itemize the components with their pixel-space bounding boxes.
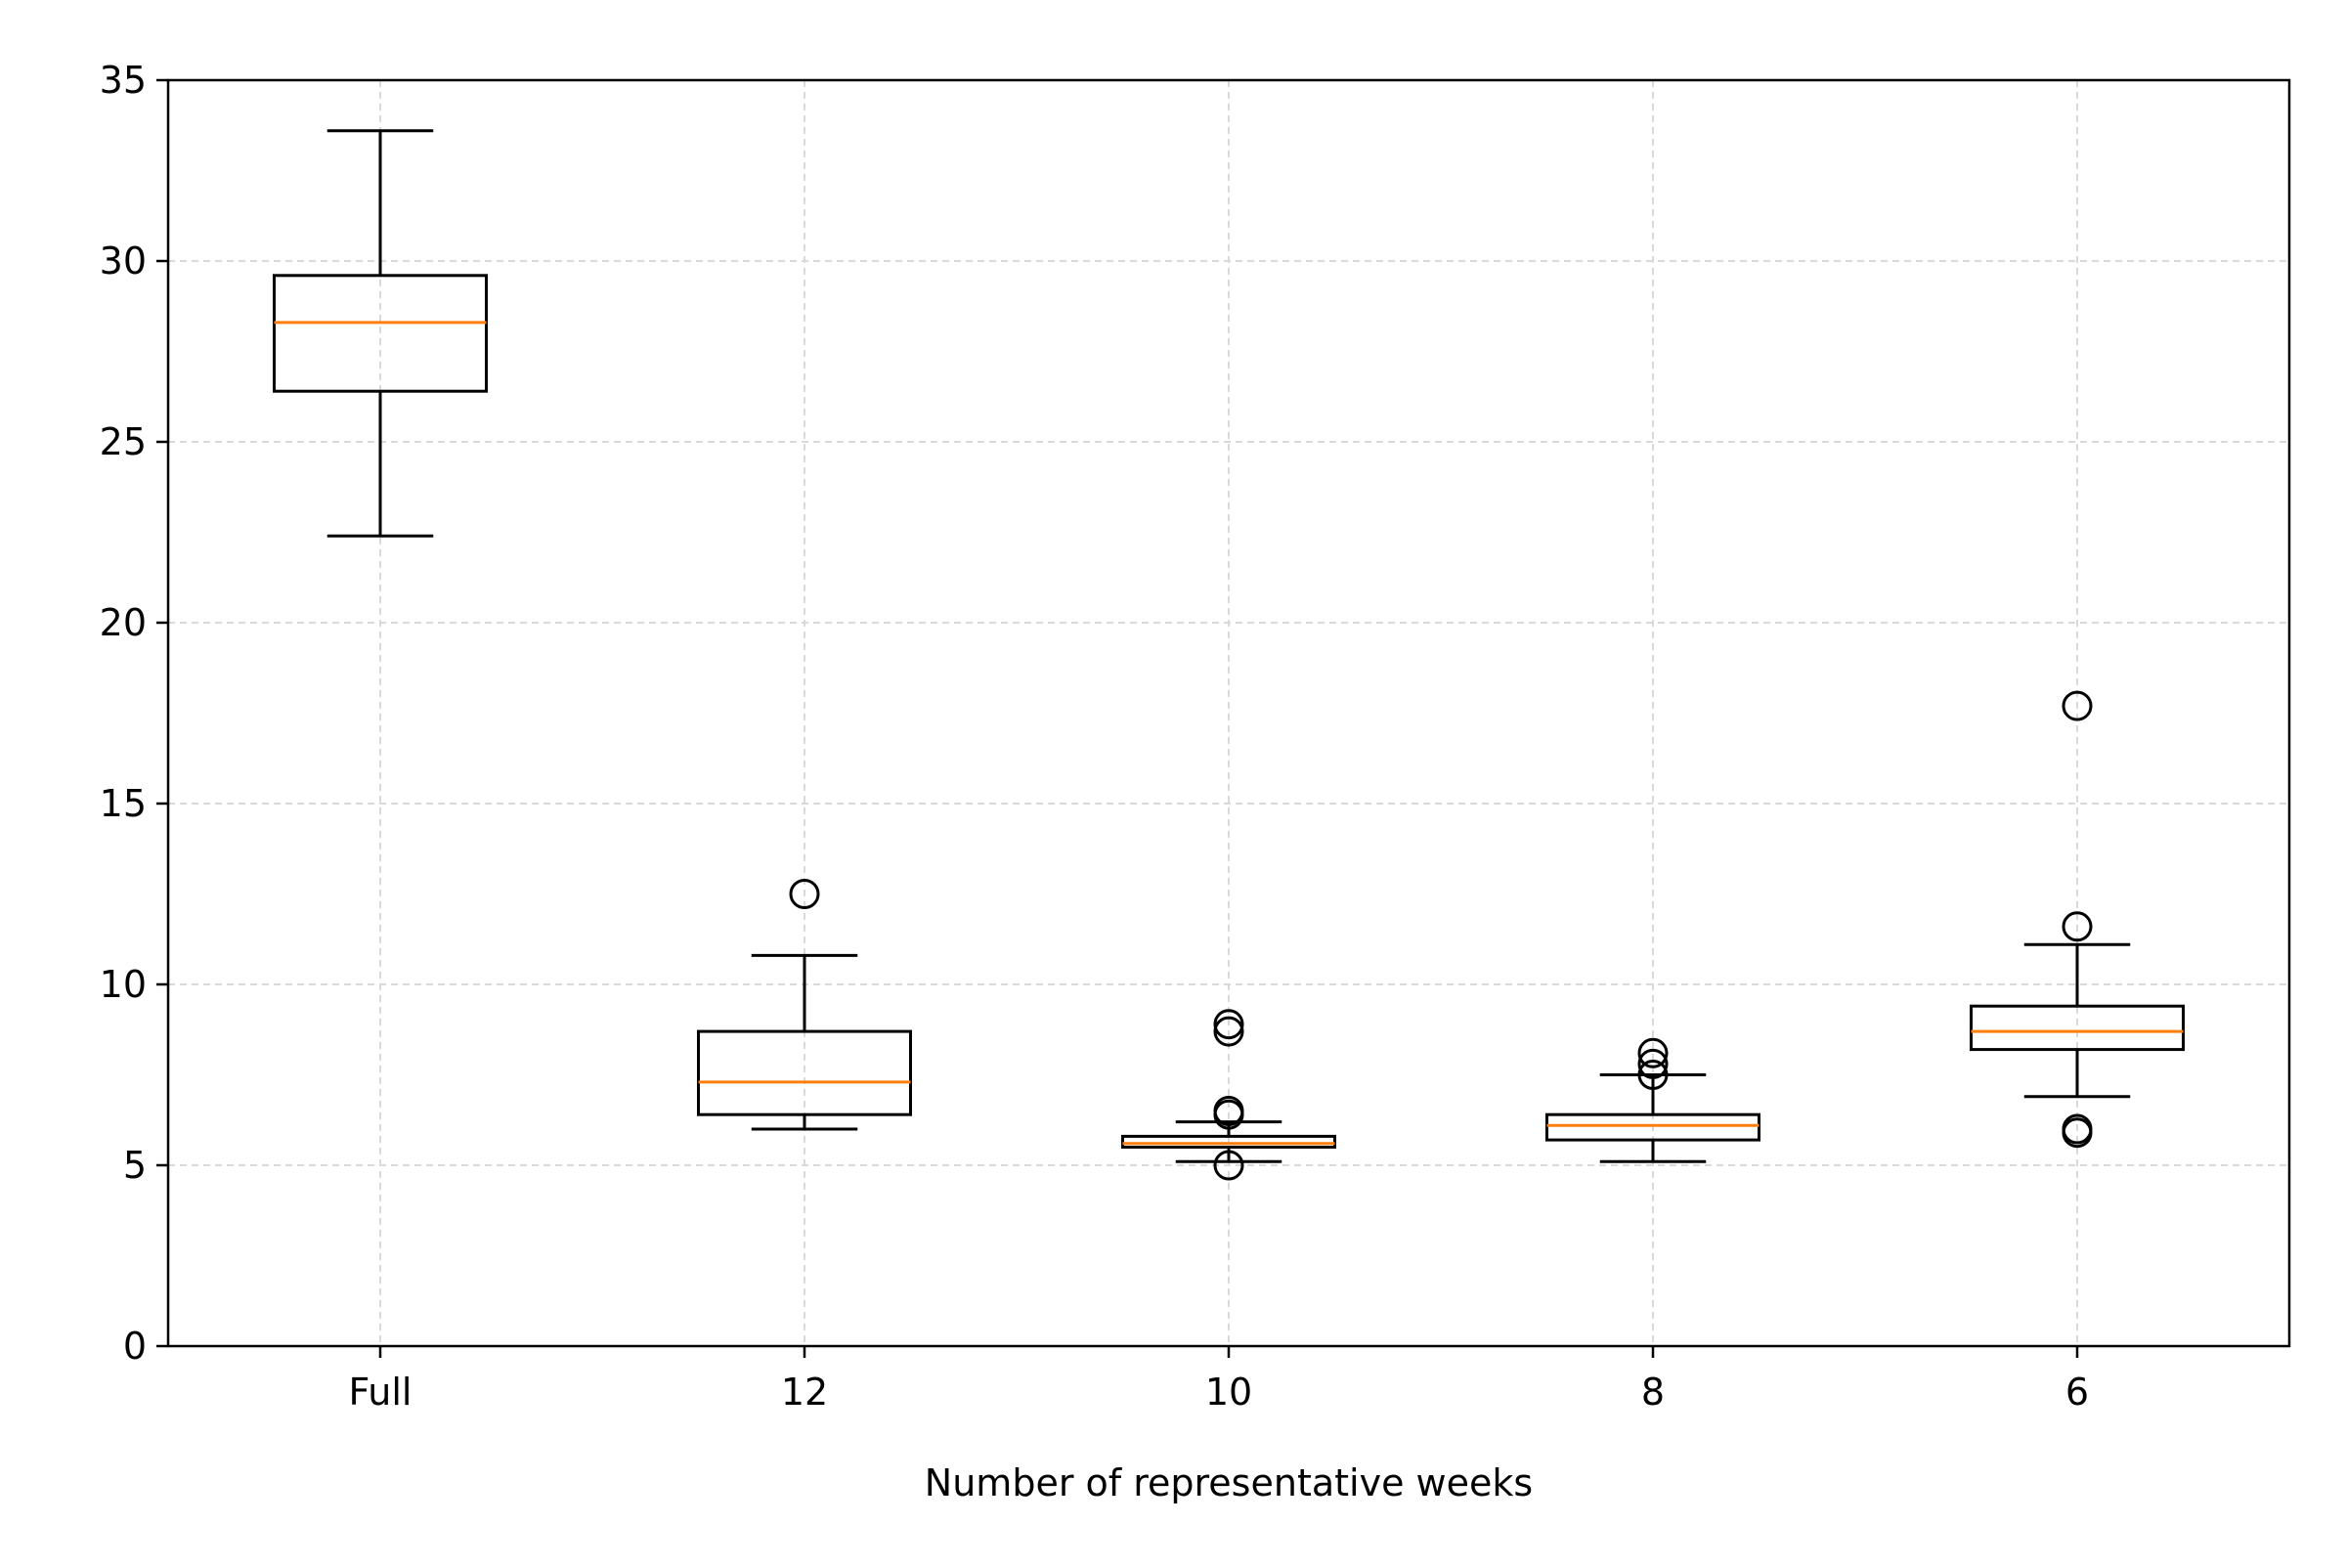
outlier-point	[1213, 1016, 1244, 1047]
box-group-full	[273, 129, 488, 538]
y-tick-label: 0	[123, 1325, 147, 1368]
outlier-point	[1213, 1150, 1244, 1181]
outlier-point	[2062, 1113, 2093, 1145]
x-tick-label: 10	[1205, 1371, 1252, 1414]
outlier-point	[1637, 1060, 1669, 1090]
box-series	[273, 129, 2185, 1181]
box-group-6	[1970, 690, 2185, 1149]
x-tick-label: 12	[781, 1371, 828, 1414]
x-tick-label: Full	[349, 1371, 413, 1414]
outlier-point	[1213, 1009, 1244, 1040]
box-body	[1545, 1112, 1760, 1142]
x-axis-label: Number of representative weeks	[925, 1461, 1533, 1504]
outlier-point	[2062, 911, 2093, 942]
grid-lines	[168, 80, 2289, 1346]
box-group-8	[1545, 1037, 1760, 1163]
x-tick-label: 6	[2065, 1371, 2089, 1414]
outlier-point	[1637, 1037, 1669, 1068]
y-tick-label: 30	[100, 240, 147, 283]
outlier-point	[1637, 1048, 1669, 1079]
y-tick-label: 15	[100, 782, 147, 825]
box-group-12	[697, 879, 912, 1131]
outlier-point	[1213, 1096, 1244, 1126]
box-body	[697, 1029, 912, 1116]
y-tick-label: 5	[123, 1144, 147, 1187]
x-axis-ticks: Full 12 10 8 6	[349, 1346, 2089, 1414]
y-tick-label: 20	[100, 601, 147, 644]
box-body	[273, 274, 488, 393]
box-group-10	[1121, 1009, 1336, 1181]
y-axis-ticks: 0 5 10 15 20 25 30 35	[100, 59, 168, 1368]
outlier-point	[2062, 690, 2093, 721]
box-body	[1121, 1134, 1336, 1150]
y-tick-label: 35	[100, 59, 147, 102]
y-tick-label: 10	[100, 963, 147, 1006]
x-tick-label: 8	[1641, 1371, 1665, 1414]
y-tick-label: 25	[100, 420, 147, 463]
outlier-point	[789, 879, 820, 909]
box-body	[1970, 1004, 2185, 1052]
